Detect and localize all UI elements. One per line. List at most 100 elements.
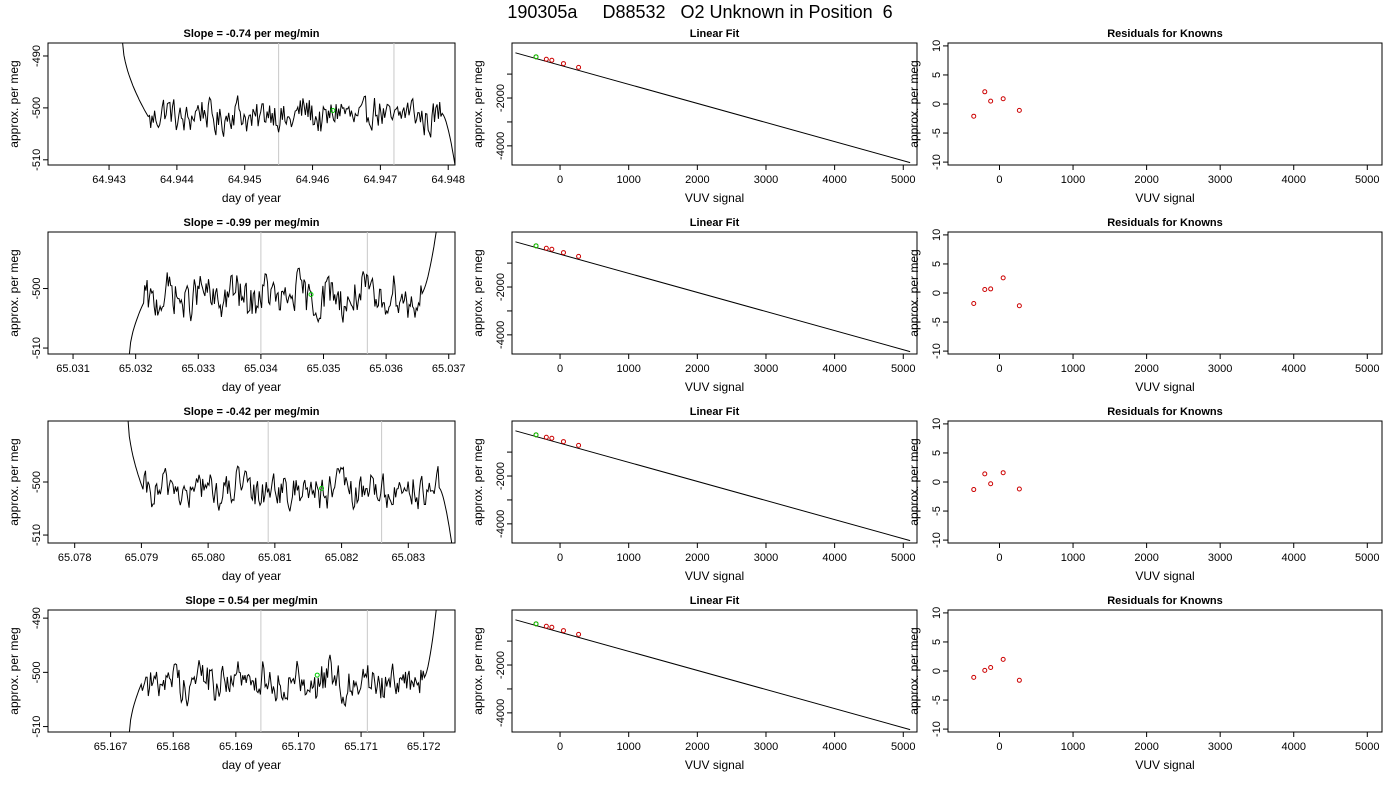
x-tick-label: 4000 (1281, 174, 1305, 186)
x-tick-label: 2000 (685, 741, 709, 753)
x-tick-label: 4000 (822, 552, 846, 564)
plot-area (971, 470, 1022, 493)
y-tick-label: 5 (931, 72, 943, 78)
x-tick-label: 65.082 (325, 552, 359, 564)
x-tick-label: 5000 (1355, 174, 1379, 186)
x-tick-label: 65.035 (307, 363, 341, 375)
x-tick-label: 1000 (616, 552, 640, 564)
y-tick-label: -510 (31, 149, 43, 171)
unknown-point (330, 107, 336, 113)
y-tick-label: -2000 (495, 273, 507, 301)
x-tick-label: 64.944 (160, 174, 194, 186)
x-tick-label: 5000 (1355, 552, 1379, 564)
y-tick-label: 5 (931, 261, 943, 267)
y-tick-label: 5 (931, 450, 943, 456)
fit-line (515, 430, 911, 542)
x-tick-label: 65.037 (432, 363, 466, 375)
y-tick-label: 5 (931, 639, 943, 645)
plot-frame (947, 42, 1383, 166)
y-tick-label: -510 (31, 337, 43, 359)
x-tick-label: 65.081 (258, 552, 292, 564)
panel-title: Residuals for Knowns (1107, 217, 1223, 229)
fit-line (515, 241, 911, 353)
x-tick-label: 65.167 (94, 741, 128, 753)
y-axis-label: approx. per meg (7, 249, 21, 336)
y-tick-label: -500 (31, 661, 43, 683)
y-tick-label: -2000 (495, 651, 507, 679)
x-tick-label: 1000 (1061, 552, 1085, 564)
plot-frame (47, 420, 456, 544)
panel-residuals-row-3: Residuals for Knowns 0 1000 2000 3000 4000 500… (907, 406, 1383, 583)
residual-point (988, 98, 994, 104)
residual-point (982, 287, 988, 293)
known-point (543, 623, 549, 629)
x-tick-label: 5000 (891, 741, 915, 753)
x-tick-label: 1000 (1061, 363, 1085, 375)
plot-area (127, 421, 453, 543)
plot-area (122, 43, 455, 165)
plot-area (515, 619, 911, 731)
unknown-point (533, 621, 539, 627)
x-tick-label: 3000 (1208, 552, 1232, 564)
x-tick-label: 4000 (1281, 552, 1305, 564)
x-axis-label: VUV signal (1135, 758, 1194, 772)
x-tick-label: 3000 (1208, 741, 1232, 753)
y-tick-label: -500 (31, 471, 43, 493)
x-tick-label: 65.172 (407, 741, 441, 753)
x-tick-label: 65.079 (125, 552, 159, 564)
x-tick-label: 65.083 (391, 552, 425, 564)
unknown-point (533, 54, 539, 60)
x-axis-label: VUV signal (1135, 191, 1194, 205)
y-tick-label: -500 (31, 97, 43, 119)
plot-area (971, 275, 1022, 309)
plot-area (971, 656, 1022, 683)
y-axis-label: approx. per meg (907, 249, 921, 336)
y-tick-label: 10 (931, 607, 943, 619)
residual-point (1000, 96, 1006, 102)
x-tick-label: 2000 (685, 174, 709, 186)
panel-linear-fit-row-1: Linear Fit 0 1000 2000 3000 4000 5000 -4000 -200… (471, 28, 918, 205)
panel-title: Slope = -0.99 per meg/min (183, 217, 319, 229)
y-tick-label: -510 (31, 524, 43, 546)
y-tick-label: -2000 (495, 462, 507, 490)
y-tick-label: 10 (931, 40, 943, 52)
y-axis-label: approx. per meg (471, 627, 485, 714)
y-axis-label: approx. per meg (471, 249, 485, 336)
x-tick-label: 5000 (1355, 363, 1379, 375)
x-tick-label: 3000 (754, 552, 778, 564)
x-tick-label: 2000 (685, 363, 709, 375)
x-tick-label: 64.947 (364, 174, 398, 186)
panel-linear-fit-row-4: Linear Fit 0 1000 2000 3000 4000 5000 -4000 -200… (471, 595, 918, 772)
known-point (560, 250, 566, 256)
x-tick-label: 2000 (1134, 741, 1158, 753)
plot-frame (47, 231, 456, 355)
residual-point (971, 674, 977, 680)
x-axis-label: day of year (222, 380, 281, 394)
panel-title: Residuals for Knowns (1107, 28, 1223, 40)
known-point (543, 434, 549, 440)
panel-linear-fit-row-2: Linear Fit 0 1000 2000 3000 4000 5000 -4000 -200… (471, 217, 918, 394)
x-tick-label: 65.169 (219, 741, 253, 753)
data-trace (122, 43, 455, 165)
residual-point (1000, 470, 1006, 476)
y-tick-label: -2000 (495, 84, 507, 112)
y-axis-label: approx. per meg (471, 60, 485, 147)
panel-title: Linear Fit (690, 595, 740, 607)
x-tick-label: 65.080 (191, 552, 225, 564)
x-axis-label: day of year (222, 758, 281, 772)
x-tick-label: 65.171 (344, 741, 378, 753)
x-tick-label: 3000 (1208, 363, 1232, 375)
y-axis-label: approx. per meg (907, 60, 921, 147)
residual-point (1016, 107, 1022, 113)
x-tick-label: 64.948 (431, 174, 465, 186)
y-axis-label: approx. per meg (907, 438, 921, 525)
residual-point (971, 300, 977, 306)
fit-line (515, 52, 911, 164)
x-tick-label: 65.170 (282, 741, 316, 753)
panel-linear-fit-row-3: Linear Fit 0 1000 2000 3000 4000 5000 -4000 -200… (471, 406, 918, 583)
plot-frame (47, 42, 456, 166)
known-point (549, 435, 555, 441)
residual-point (1016, 486, 1022, 492)
plot-frame (47, 609, 456, 733)
